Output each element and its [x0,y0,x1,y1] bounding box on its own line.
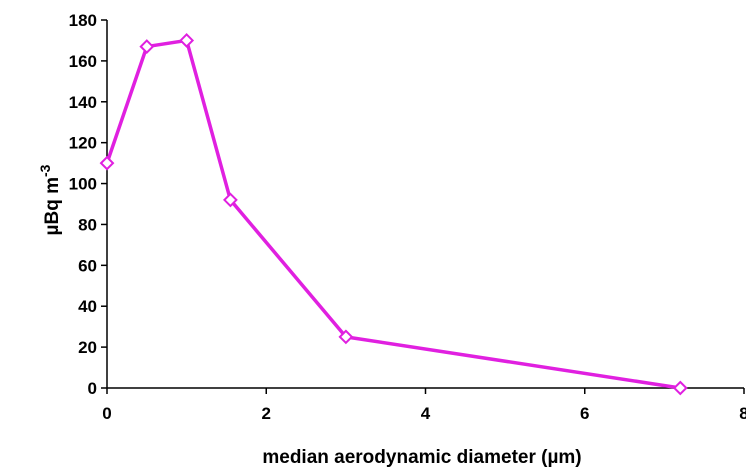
y-tick-label: 160 [69,52,97,71]
y-tick-label: 80 [78,215,97,234]
x-tick-label: 8 [739,404,746,423]
y-tick-label: 120 [69,134,97,153]
y-axis-title-group: µBq m-3 [37,164,63,235]
y-tick-label: 100 [69,175,97,194]
data-point-marker [139,39,155,54]
x-tick-label: 2 [262,404,271,423]
x-tick-label: 6 [580,404,589,423]
x-axis-ticks: 0 2 4 6 8 [102,388,746,423]
y-tick-label: 40 [78,297,97,316]
data-point-marker [179,33,195,48]
data-point-marker [338,329,354,345]
series-line [105,38,681,390]
x-axis-title: median aerodynamic diameter (µm) [262,447,581,468]
y-tick-label: 60 [78,256,97,275]
y-tick-label: 140 [69,93,97,112]
y-axis-title: µBq m-3 [37,164,63,235]
data-point-marker [672,380,688,396]
y-tick-label: 180 [69,11,97,30]
plot-frame [106,20,744,389]
data-point-marker [99,155,115,171]
y-tick-label: 0 [88,379,97,398]
y-axis-ticks: 0 20 40 60 80 100 120 140 160 180 [69,11,107,398]
y-axis-title-main: µBq m [42,177,63,235]
data-point-marker [223,192,238,208]
y-axis-title-superscript: -3 [37,164,53,177]
x-tick-label: 4 [421,404,431,423]
y-tick-label: 20 [78,338,97,357]
series-layer [99,33,688,396]
x-tick-label: 0 [102,404,111,423]
